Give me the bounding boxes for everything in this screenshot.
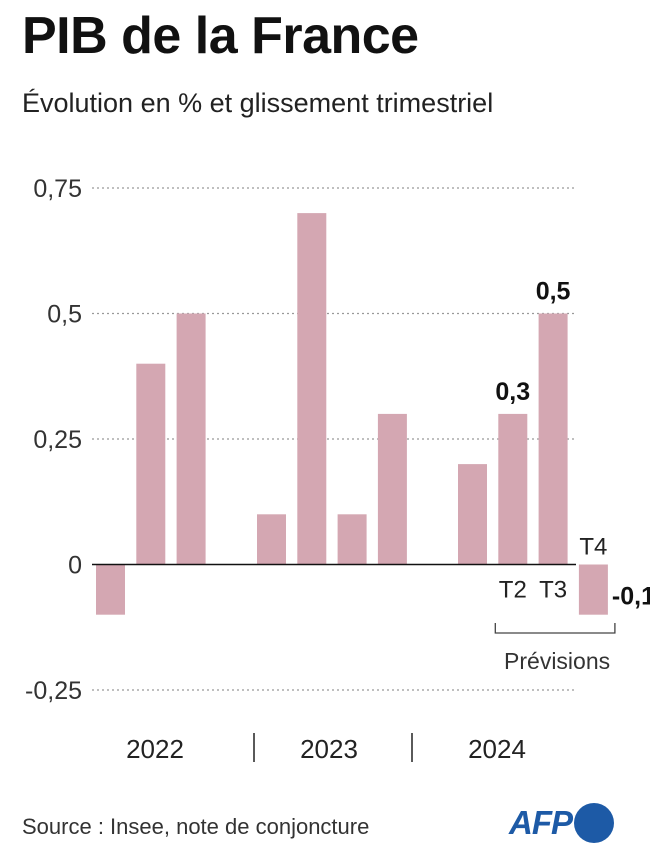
year-label: 2022 — [126, 734, 184, 764]
source-note: Source : Insee, note de conjoncture — [22, 814, 370, 839]
y-tick-label: -0,25 — [25, 677, 82, 705]
y-tick-label: 0 — [68, 552, 82, 580]
y-tick-label: 0,25 — [33, 426, 82, 454]
chart-title: PIB de la France — [22, 7, 419, 65]
quarter-label: T4 — [579, 534, 607, 561]
data-label: 0,5 — [536, 278, 571, 306]
afp-logo: AFP — [509, 803, 614, 843]
bar — [458, 464, 487, 565]
bar-chart: 0,75 0,5 0,25 0 -0,25 0,3 0,5 -0,1 T2 T3 T4 Prévisi… — [25, 175, 650, 764]
forecast-bracket — [494, 623, 616, 634]
data-label: 0,3 — [495, 378, 530, 406]
bar — [96, 564, 125, 615]
bar — [176, 313, 206, 565]
afp-logo-dot — [574, 803, 614, 843]
quarter-label: T3 — [539, 577, 567, 604]
bar — [297, 213, 327, 565]
bar — [377, 413, 407, 565]
forecast-label: Prévisions — [504, 648, 610, 674]
bar — [498, 413, 528, 565]
afp-logo-text: AFP — [509, 804, 573, 841]
bar — [538, 313, 568, 565]
year-label: 2024 — [468, 734, 526, 764]
year-label: 2023 — [300, 734, 358, 764]
bar — [578, 564, 608, 615]
y-tick-label: 0,5 — [47, 301, 82, 329]
quarter-label: T2 — [499, 577, 527, 604]
bar — [136, 363, 166, 565]
chart-subtitle: Évolution en % et glissement trimestriel — [22, 88, 494, 118]
y-tick-label: 0,75 — [33, 175, 82, 203]
bar — [257, 514, 286, 565]
bar — [337, 514, 367, 565]
data-label: -0,1 — [612, 583, 650, 611]
